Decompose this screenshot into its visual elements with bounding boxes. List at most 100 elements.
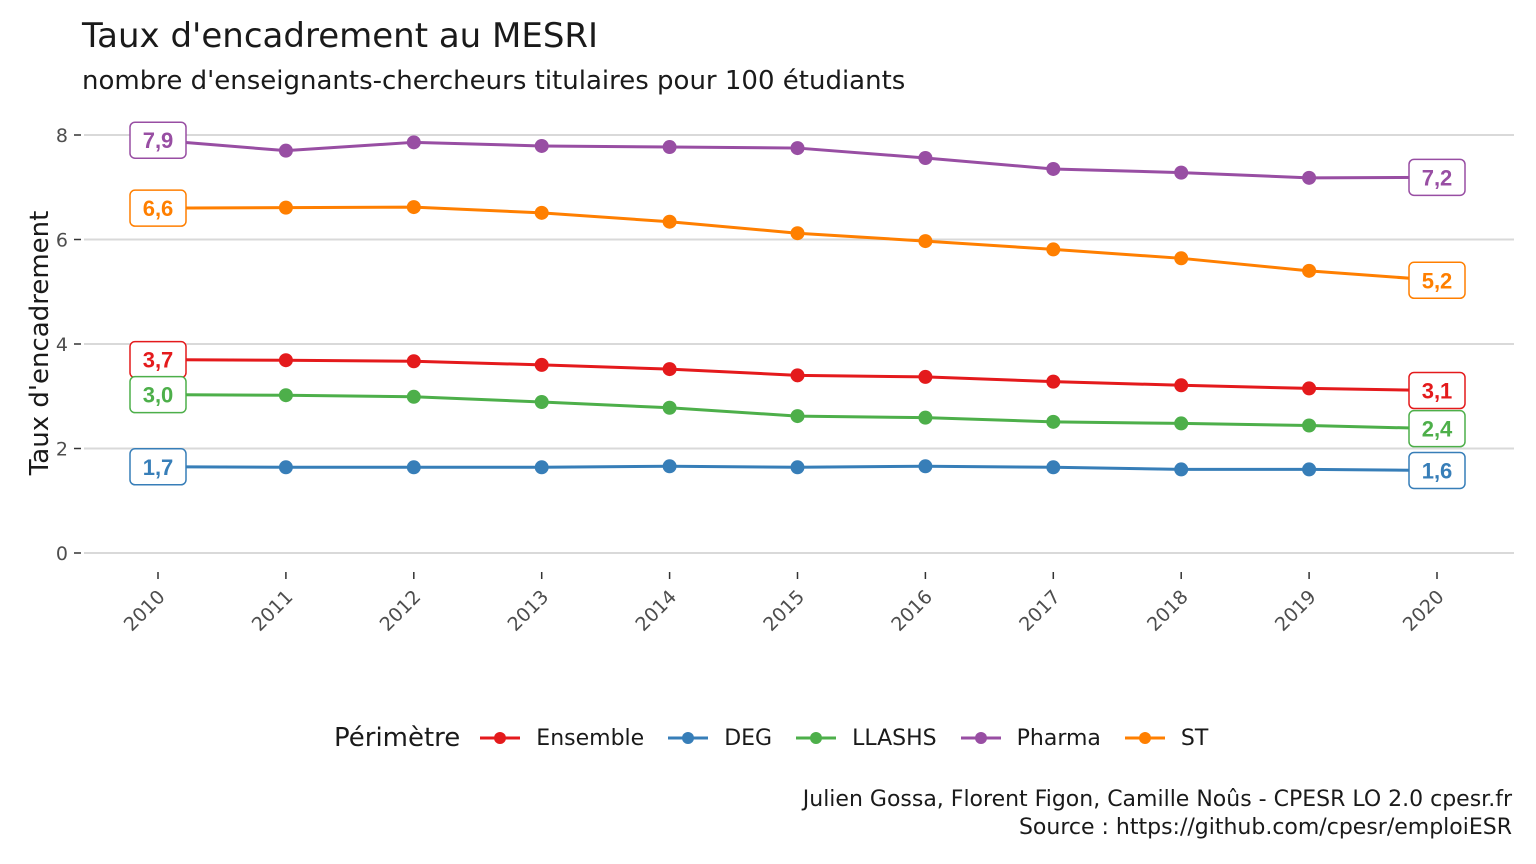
- value-label-box: [1408, 261, 1466, 300]
- data-point-llashs: [918, 410, 933, 425]
- legend-key-st: [1124, 732, 1165, 744]
- data-point-pharma: [1046, 161, 1061, 176]
- x-tick-label: 2018: [1143, 586, 1193, 636]
- value-label-llashs: 2,4: [1408, 409, 1466, 448]
- legend-key-deg: [668, 732, 709, 744]
- data-point-ensemble: [790, 368, 805, 383]
- value-label-box: [1408, 371, 1466, 410]
- data-point-pharma: [534, 138, 549, 153]
- caption-authors: Julien Gossa, Florent Figon, Camille Noû…: [802, 787, 1512, 812]
- data-point-deg: [662, 459, 677, 474]
- data-point-pharma: [278, 143, 293, 158]
- value-label-text: 6,6: [143, 196, 174, 221]
- x-tick-label: 2019: [1271, 586, 1321, 636]
- value-label-box: [1408, 409, 1466, 448]
- value-label-box: [1408, 451, 1466, 490]
- y-tick-label: 2: [56, 439, 68, 461]
- data-point-ensemble: [534, 357, 549, 372]
- value-label-text: 3,7: [143, 348, 174, 373]
- x-tick-label: 2012: [376, 586, 426, 636]
- legend-label-st: ST: [1180, 725, 1209, 751]
- legend-label-deg: DEG: [724, 725, 773, 751]
- data-point-pharma: [406, 135, 421, 150]
- data-point-st: [662, 214, 677, 229]
- legend-item-ensemble: Ensemble: [478, 726, 644, 751]
- value-label-st: 5,2: [1408, 261, 1466, 300]
- data-point-ensemble: [406, 354, 421, 369]
- value-label-st: 6,6: [129, 189, 187, 227]
- value-label-box: [129, 189, 187, 227]
- data-point-pharma: [918, 150, 933, 165]
- legend-key-pharma: [960, 732, 1001, 744]
- legend-key-ensemble: [480, 732, 521, 744]
- legend-title: Périmètre: [334, 723, 461, 753]
- x-tick-label: 2017: [1015, 586, 1065, 636]
- value-labels: 3,7 3,1 1,7 1,6 3,0 2,4 7,9 7,2 6,6 5,2: [129, 121, 1466, 490]
- data-point-ensemble: [1174, 378, 1189, 393]
- data-point-llashs: [1046, 414, 1061, 429]
- data-point-ensemble: [278, 353, 293, 368]
- value-label-deg: 1,6: [1408, 451, 1466, 490]
- value-label-text: 3,0: [143, 383, 174, 408]
- value-label-llashs: 3,0: [129, 375, 187, 414]
- value-label-text: 2,4: [1422, 417, 1453, 442]
- value-label-box: [1408, 158, 1466, 197]
- chart-title: Taux d'encadrement au MESRI: [82, 16, 599, 56]
- y-tick-label: 4: [56, 334, 68, 356]
- data-point-st: [1174, 251, 1189, 266]
- data-point-pharma: [1174, 165, 1189, 180]
- series-line-st: [157, 205, 1438, 282]
- data-point-llashs: [1302, 418, 1317, 433]
- caption-source: Source : https://github.com/cpesr/emploi…: [1018, 815, 1512, 840]
- chart-subtitle: nombre d'enseignants-chercheurs titulair…: [82, 66, 906, 96]
- data-point-deg: [278, 460, 293, 475]
- data-point-pharma: [1302, 170, 1317, 185]
- legend-item-deg: DEG: [666, 726, 772, 751]
- data-point-st: [406, 200, 421, 215]
- legend-key-llashs: [796, 732, 837, 744]
- y-axis-title: Taux d'encadrement: [25, 211, 55, 477]
- data-point-ensemble: [662, 362, 677, 377]
- y-tick-label: 0: [56, 543, 68, 565]
- data-point-llashs: [278, 388, 293, 403]
- value-label-text: 1,7: [143, 455, 174, 480]
- value-label-text: 7,9: [143, 128, 174, 153]
- value-label-pharma: 7,2: [1408, 158, 1466, 197]
- data-point-st: [918, 234, 933, 249]
- x-tick-label: 2020: [1399, 586, 1449, 636]
- data-point-llashs: [1174, 416, 1189, 431]
- x-tick-label: 2016: [887, 586, 937, 636]
- value-label-text: 5,2: [1422, 268, 1453, 293]
- data-point-deg: [534, 460, 549, 475]
- data-point-st: [534, 205, 549, 220]
- x-tick-label: 2013: [503, 586, 553, 636]
- x-tick-label: 2015: [759, 586, 809, 636]
- data-point-ensemble: [1302, 381, 1317, 396]
- axes: 0 2 4 6 8 2010 2011 2012 2013 2014 2015 2016 2017 201…: [25, 125, 1449, 636]
- data-point-llashs: [662, 400, 677, 415]
- value-label-box: [129, 375, 187, 414]
- data-point-deg: [918, 459, 933, 474]
- data-point-ensemble: [1046, 374, 1061, 389]
- data-point-ensemble: [918, 369, 933, 384]
- data-point-pharma: [662, 140, 677, 155]
- legend-label-pharma: Pharma: [1016, 725, 1101, 751]
- x-tick-label: 2011: [248, 586, 298, 636]
- legend-item-llashs: LLASHS: [794, 726, 937, 751]
- y-tick-label: 6: [56, 230, 68, 252]
- data-point-st: [1046, 242, 1061, 257]
- value-label-ensemble: 3,1: [1408, 371, 1466, 410]
- legend-item-pharma: Pharma: [959, 726, 1101, 751]
- value-label-pharma: 7,9: [129, 121, 187, 159]
- data-point-llashs: [790, 409, 805, 424]
- x-tick-label: 2010: [120, 586, 170, 636]
- data-point-pharma: [790, 141, 805, 156]
- y-tick-label: 8: [56, 125, 68, 147]
- data-point-deg: [1046, 460, 1061, 475]
- data-point-llashs: [406, 389, 421, 404]
- data-point-deg: [1302, 462, 1317, 477]
- grid-lines: [84, 134, 1514, 554]
- value-label-text: 7,2: [1422, 165, 1453, 190]
- legend-label-ensemble: Ensemble: [536, 725, 645, 751]
